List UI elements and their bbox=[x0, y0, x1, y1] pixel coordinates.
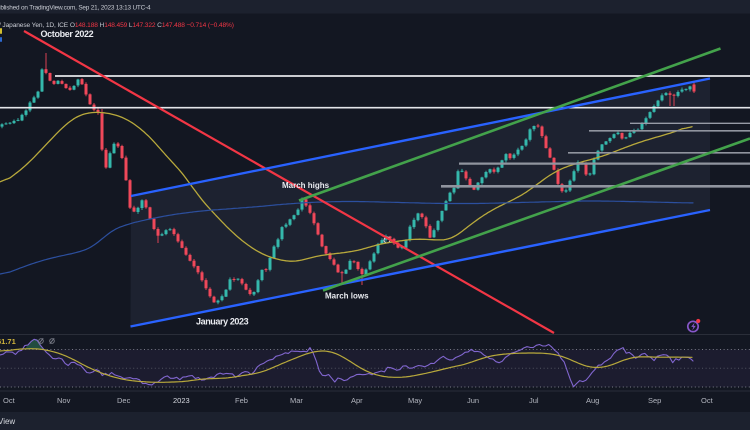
svg-text:March highs: March highs bbox=[282, 181, 330, 190]
svg-text:Jul: Jul bbox=[529, 396, 539, 405]
svg-text:Feb: Feb bbox=[235, 396, 248, 405]
svg-text:2023: 2023 bbox=[173, 396, 190, 405]
svg-text:/ Japanese Yen, 1D, ICE O148.: / Japanese Yen, 1D, ICE O148.188 H148.45… bbox=[0, 22, 234, 29]
svg-text:January 2023: January 2023 bbox=[196, 317, 249, 327]
svg-text:Oct: Oct bbox=[701, 396, 714, 405]
svg-text:Dec: Dec bbox=[117, 396, 131, 405]
svg-text:Mar: Mar bbox=[290, 396, 303, 405]
svg-text:Sep: Sep bbox=[648, 396, 661, 405]
svg-text:Aug: Aug bbox=[586, 396, 599, 405]
svg-text:Jun: Jun bbox=[467, 396, 479, 405]
svg-text:October 2022: October 2022 bbox=[41, 29, 94, 39]
svg-text:March lows: March lows bbox=[325, 292, 369, 301]
svg-text:May: May bbox=[408, 396, 422, 405]
svg-text:ublished on TradingView.com, S: ublished on TradingView.com, Sep 21, 202… bbox=[0, 5, 151, 12]
svg-text:Oct: Oct bbox=[3, 396, 16, 405]
svg-text:Apr: Apr bbox=[351, 396, 363, 405]
svg-text:View: View bbox=[0, 417, 15, 426]
svg-text:61.71: 61.71 bbox=[0, 337, 16, 346]
svg-text:Nov: Nov bbox=[57, 396, 71, 405]
